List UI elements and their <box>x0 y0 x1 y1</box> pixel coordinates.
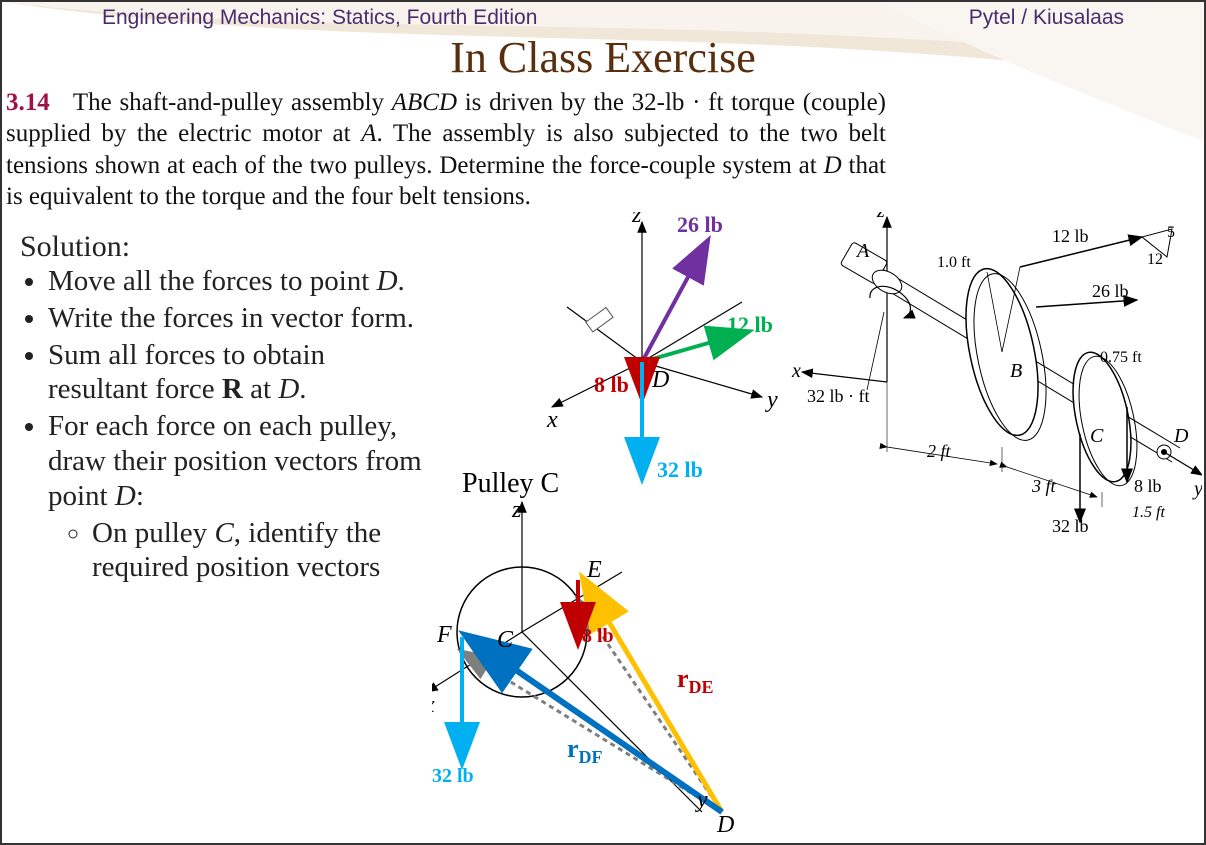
svg-text:32 lb: 32 lb <box>657 457 703 482</box>
svg-text:z: z <box>511 497 522 523</box>
svg-text:8 lb: 8 lb <box>594 372 629 397</box>
problem-number: 3.14 <box>6 89 50 116</box>
solution-subitem-1: On pulley C, identify the required posit… <box>92 516 432 586</box>
svg-text:B: B <box>1010 360 1022 382</box>
svg-text:D: D <box>716 812 734 832</box>
solution-item-4: For each force on each pulley, draw thei… <box>48 409 432 585</box>
svg-text:1.5 ft: 1.5 ft <box>1132 504 1165 521</box>
svg-text:x: x <box>432 692 435 718</box>
svg-text:32 lb: 32 lb <box>1052 516 1089 536</box>
svg-text:8 lb: 8 lb <box>1134 476 1162 496</box>
solution-list: Move all the forces to point D. Write th… <box>22 264 432 587</box>
svg-text:32 lb: 32 lb <box>432 765 474 787</box>
solution-item-2: Write the forces in vector form. <box>48 301 432 336</box>
svg-text:0.75 ft: 0.75 ft <box>1100 349 1142 366</box>
svg-text:C: C <box>1090 425 1104 447</box>
svg-text:rDF: rDF <box>567 734 603 767</box>
svg-text:12: 12 <box>1147 251 1163 268</box>
book-title: Engineering Mechanics: Statics, Fourth E… <box>102 6 537 30</box>
svg-text:Pulley C: Pulley C <box>462 468 559 499</box>
svg-text:12 lb: 12 lb <box>1052 226 1089 246</box>
svg-text:2 ft: 2 ft <box>927 441 952 461</box>
svg-text:D: D <box>651 367 669 393</box>
pulley-c-figure: Pulley C <box>432 468 734 832</box>
axes-figure: z x y D 26 lb 12 lb 8 lb 32 lb <box>546 212 778 482</box>
svg-text:32 lb · ft: 32 lb · ft <box>807 386 870 406</box>
solution-item-1: Move all the forces to point D. <box>48 264 432 299</box>
authors: Pytel / Kiusalaas <box>969 6 1124 30</box>
solution-item-3: Sum all forces to obtain resultant force… <box>48 338 432 408</box>
svg-text:C: C <box>497 627 514 653</box>
svg-text:y: y <box>695 787 708 813</box>
svg-text:1.0 ft: 1.0 ft <box>937 254 971 271</box>
solution-heading: Solution: <box>20 230 130 264</box>
svg-text:8 lb: 8 lb <box>582 625 614 647</box>
svg-text:x: x <box>546 407 558 433</box>
svg-text:5: 5 <box>1167 224 1175 241</box>
svg-text:y: y <box>765 387 778 413</box>
diagrams-svg: z x y D 26 lb 12 lb 8 lb 32 lb Pulley C <box>432 212 1202 832</box>
svg-text:z: z <box>876 212 885 222</box>
svg-text:12 lb: 12 lb <box>727 312 773 337</box>
svg-text:26 lb: 26 lb <box>1092 281 1129 301</box>
svg-text:y: y <box>1192 478 1202 500</box>
svg-text:A: A <box>855 240 870 262</box>
slide-title: In Class Exercise <box>2 32 1204 83</box>
svg-text:E: E <box>586 557 602 583</box>
problem-text: 3.14 The shaft-and-pulley assembly ABCD … <box>6 87 886 212</box>
svg-text:z: z <box>631 212 642 228</box>
svg-text:x: x <box>791 360 801 382</box>
svg-text:D: D <box>1173 425 1189 447</box>
assembly-figure: z x A 32 lb · ft B <box>791 212 1202 536</box>
svg-text:26 lb: 26 lb <box>677 212 723 237</box>
svg-text:3 ft: 3 ft <box>1031 476 1057 496</box>
svg-text:rDE: rDE <box>677 664 714 697</box>
svg-text:F: F <box>436 622 452 648</box>
